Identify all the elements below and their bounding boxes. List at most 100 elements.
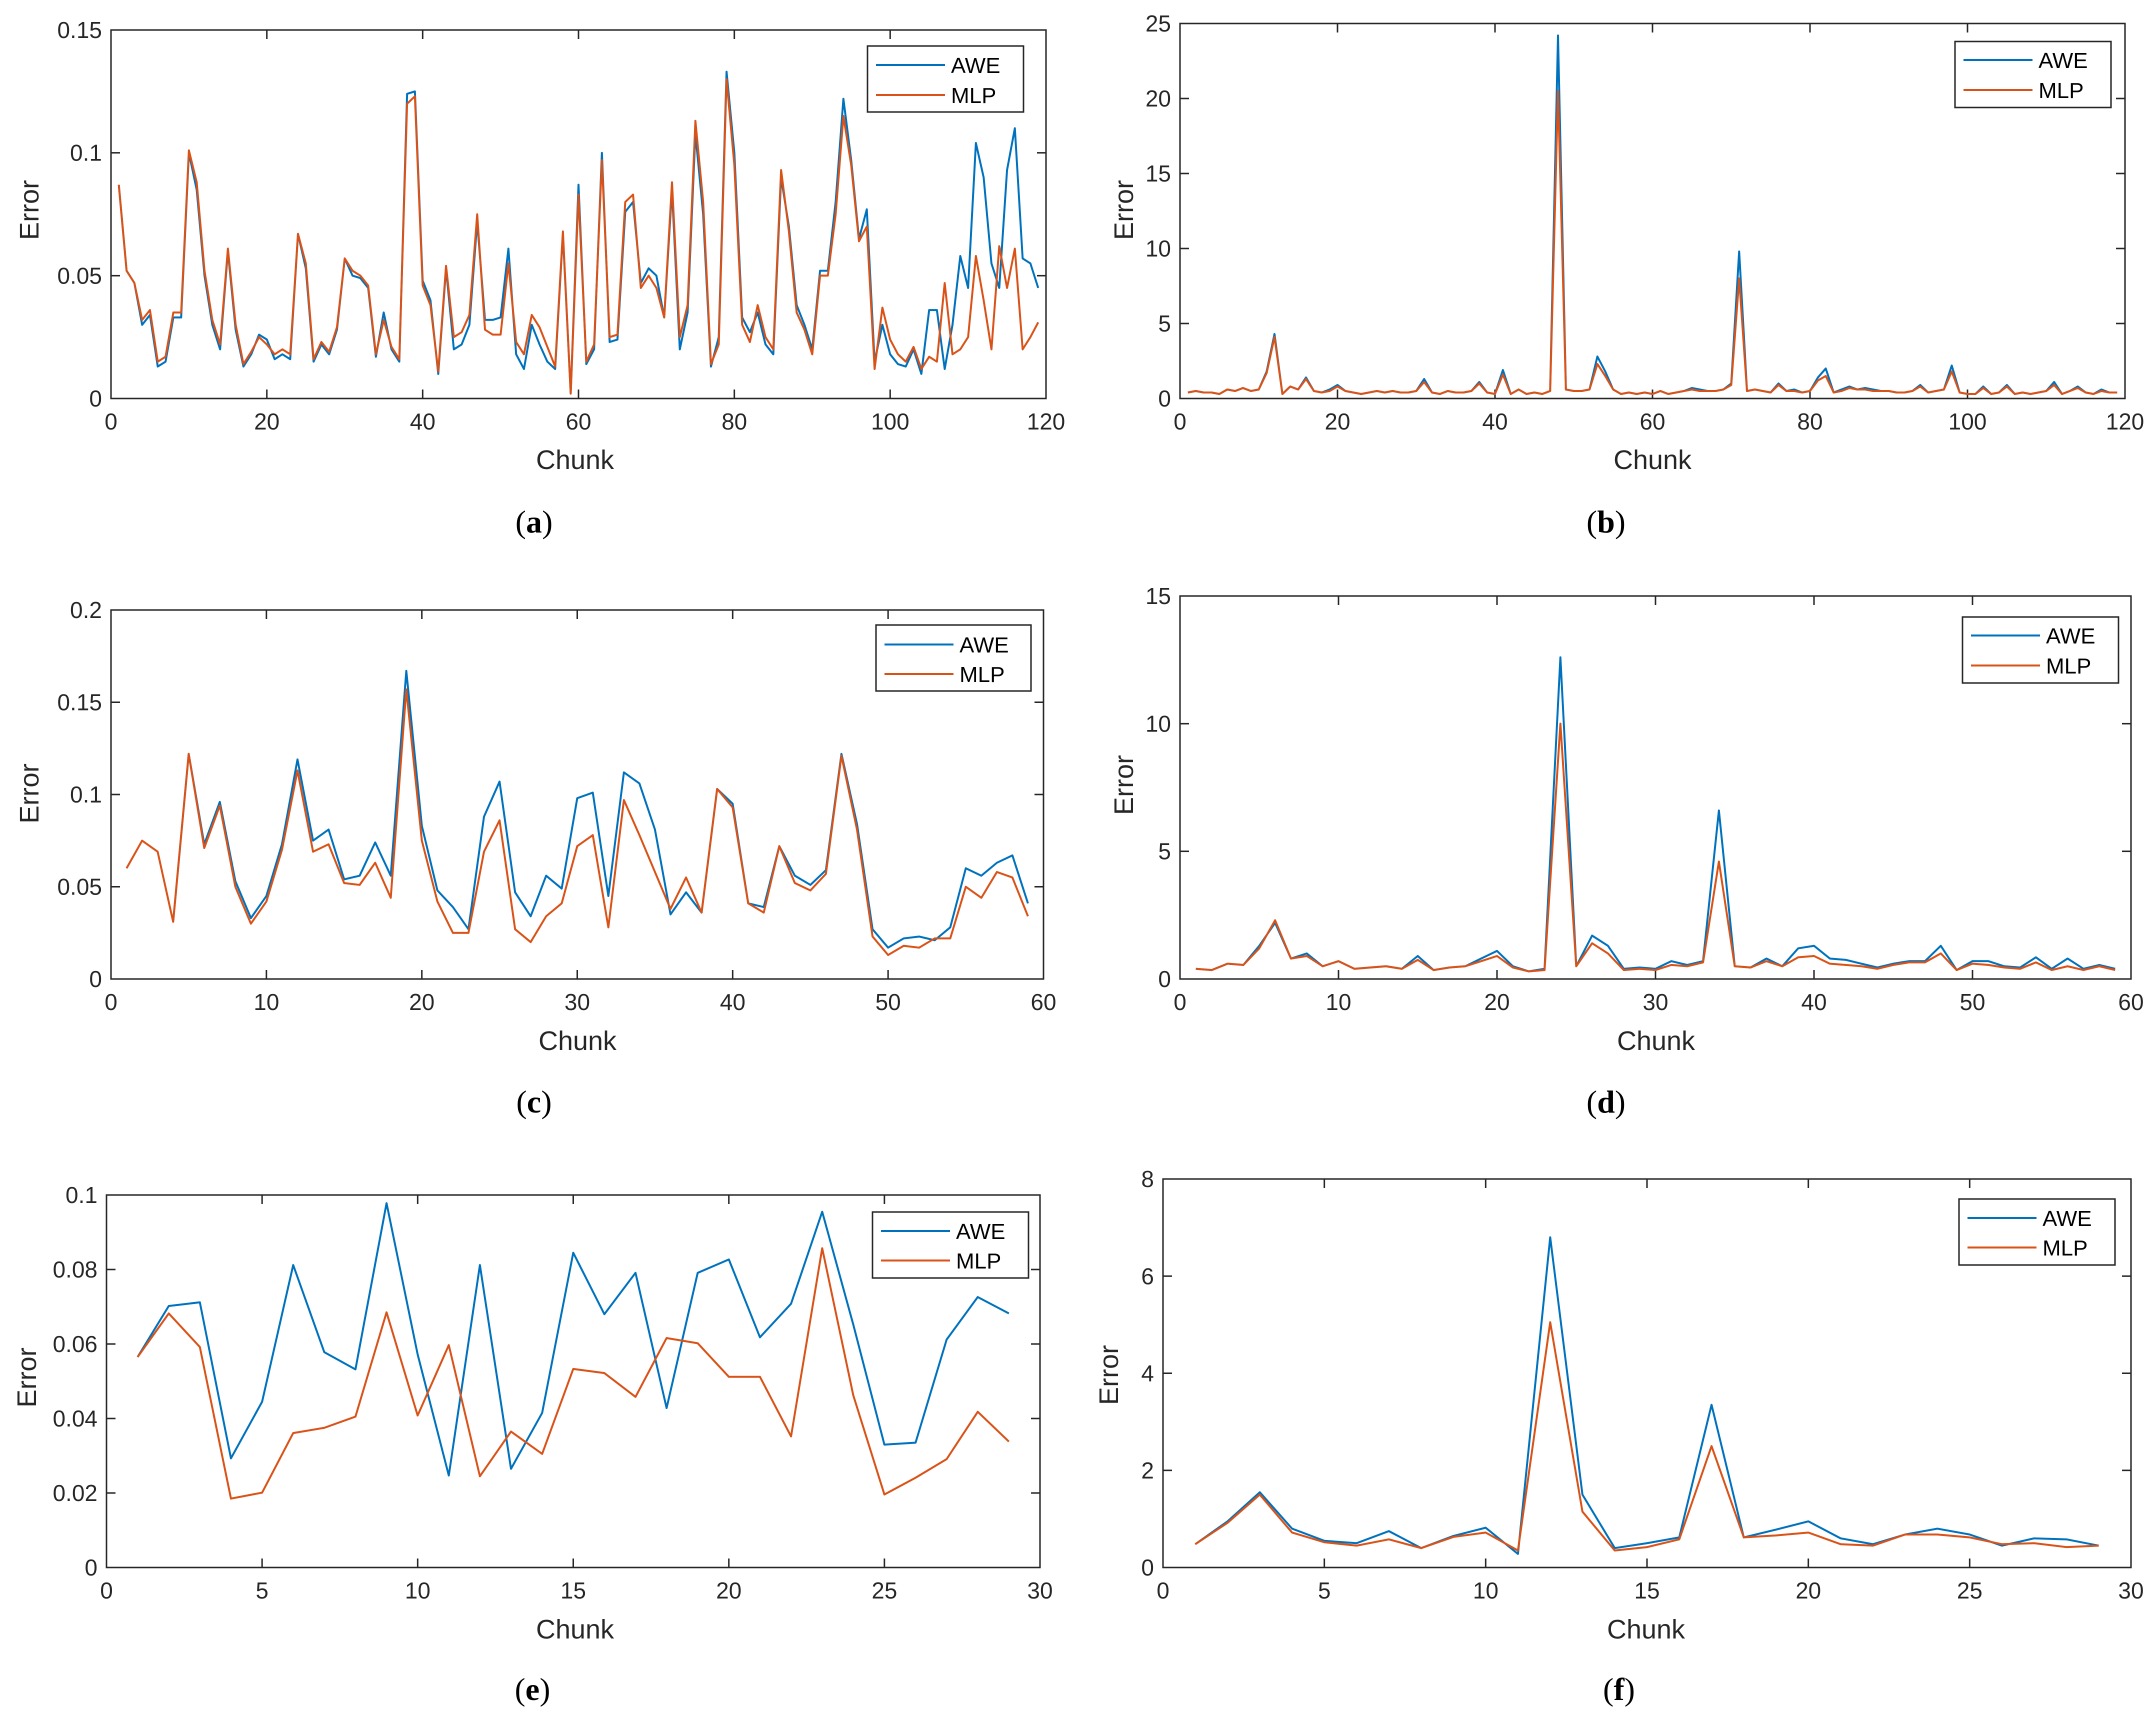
x-tick-label: 0 (1174, 989, 1186, 1015)
y-tick-label: 5 (1158, 310, 1171, 336)
x-tick-label: 40 (720, 989, 746, 1015)
x-tick-label: 30 (1642, 989, 1668, 1015)
x-tick-label: 30 (1027, 1578, 1052, 1604)
panel-c: (c) Chunk Error AWE MLP (14, 624, 1032, 1120)
x-tick-label: 60 (566, 408, 591, 434)
panel-d: (d) Chunk Error AWE MLP (1109, 616, 2120, 1120)
y-axis-label: Error (1109, 755, 1139, 815)
legend-label-awe: AWE (2038, 48, 2088, 73)
y-tick-label: 10 (1146, 236, 1171, 262)
x-tick-label: 40 (1482, 408, 1508, 434)
x-axis-label: Chunk (1617, 1026, 1696, 1056)
x-axis-label: Chunk (536, 445, 614, 475)
legend: AWE MLP (1958, 1198, 2116, 1266)
panel-b: (b) Chunk Error AWE MLP (1109, 40, 2112, 540)
y-tick-label: 0.05 (57, 874, 102, 900)
series-line-mlp (1196, 722, 2116, 972)
series-line-mlp (1194, 1321, 2099, 1552)
legend-label-mlp: MLP (2038, 78, 2084, 103)
x-tick-label: 30 (564, 989, 590, 1015)
x-tick-label: 0 (100, 1578, 113, 1604)
x-tick-label: 40 (1801, 989, 1826, 1015)
series-line-mlp (1188, 90, 2118, 395)
panel-label-c: (c) (516, 1084, 552, 1120)
legend: AWE MLP (1962, 616, 2120, 684)
x-tick-label: 120 (1027, 408, 1066, 434)
panel-f: (f) Chunk Error AWE MLP (1094, 1198, 2116, 1707)
y-tick-label: 4 (1141, 1360, 1154, 1386)
x-tick-label: 20 (1796, 1578, 1821, 1604)
x-axis-label: Chunk (1607, 1614, 1686, 1644)
legend-label-awe: AWE (2046, 624, 2096, 648)
series-line-awe (1196, 656, 2116, 972)
y-axis-label: Error (14, 764, 44, 824)
y-tick-label: 2 (1141, 1458, 1154, 1484)
y-axis-label: Error (14, 180, 44, 240)
legend-label-awe: AWE (2042, 1206, 2092, 1231)
x-tick-label: 15 (1634, 1578, 1660, 1604)
x-tick-label: 10 (254, 989, 279, 1015)
y-tick-label: 0.04 (52, 1406, 98, 1432)
y-tick-label: 5 (1158, 838, 1171, 864)
chart-b: 0 20 40 60 80 100 120 0 5 10 15 20 25 (1146, 10, 2144, 434)
y-tick-label: 0.1 (70, 140, 102, 166)
x-axis-label: Chunk (538, 1026, 617, 1056)
x-tick-label: 0 (1156, 1578, 1170, 1604)
legend-box (866, 45, 1024, 113)
x-tick-label: 0 (104, 989, 118, 1015)
x-tick-label: 20 (1484, 989, 1510, 1015)
legend: AWE MLP (875, 624, 1032, 692)
legend-box (1962, 616, 2120, 684)
y-tick-label: 0.2 (70, 597, 102, 623)
y-tick-label: 6 (1141, 1263, 1154, 1289)
x-tick-label: 20 (716, 1578, 742, 1604)
series-line-mlp (118, 78, 1040, 395)
y-tick-label: 0.15 (57, 690, 102, 716)
y-axis-label: Error (1094, 1345, 1124, 1405)
chart-d: 0 10 20 30 40 50 60 0 5 10 15 (1146, 583, 2144, 1015)
series-line-awe (118, 70, 1040, 395)
legend: AWE MLP (872, 1211, 1030, 1279)
legend-box (872, 1211, 1030, 1279)
x-tick-label: 25 (872, 1578, 897, 1604)
legend-label-mlp: MLP (951, 84, 996, 108)
x-tick-label: 20 (254, 408, 280, 434)
y-axis-label: Error (1109, 180, 1139, 240)
y-tick-label: 0.15 (57, 17, 102, 43)
x-axis-label: Chunk (536, 1614, 614, 1644)
y-tick-label: 0 (1141, 1554, 1154, 1580)
x-axis-label: Chunk (1614, 445, 1692, 475)
x-tick-label: 80 (1797, 408, 1822, 434)
y-tick-label: 8 (1141, 1166, 1154, 1192)
x-tick-label: 100 (871, 408, 910, 434)
panel-label-b: (b) (1586, 504, 1626, 540)
legend-label-awe: AWE (960, 633, 1009, 658)
x-tick-label: 20 (409, 989, 434, 1015)
legend-box (1954, 40, 2112, 108)
legend-label-mlp: MLP (2042, 1236, 2088, 1260)
legend-label-mlp: MLP (2046, 654, 2091, 678)
y-axis-label: Error (12, 1348, 42, 1408)
chart-e: 0 5 10 15 20 25 30 0 0.02 0.04 0.06 0.08 0.1 (52, 1182, 1052, 1604)
x-tick-label: 10 (1473, 1578, 1498, 1604)
series-line-awe (172, 670, 1029, 949)
x-tick-label: 10 (405, 1578, 430, 1604)
y-tick-label: 25 (1146, 10, 1171, 36)
y-tick-label: 0 (84, 1554, 98, 1580)
legend: AWE MLP (1954, 40, 2112, 108)
y-tick-label: 20 (1146, 86, 1171, 112)
legend-label-mlp: MLP (960, 662, 1004, 687)
x-tick-label: 40 (410, 408, 436, 434)
x-tick-label: 30 (2118, 1578, 2144, 1604)
y-tick-label: 0 (1158, 966, 1171, 992)
x-tick-label: 50 (1960, 989, 1985, 1015)
y-tick-label: 0 (89, 386, 102, 412)
x-tick-label: 60 (1030, 989, 1056, 1015)
x-tick-label: 5 (1318, 1578, 1331, 1604)
legend-label-awe: AWE (956, 1220, 1006, 1244)
y-tick-label: 10 (1146, 710, 1171, 736)
panel-label-f: (f) (1603, 1672, 1635, 1707)
y-tick-label: 15 (1146, 160, 1171, 186)
x-tick-label: 120 (2106, 408, 2144, 434)
